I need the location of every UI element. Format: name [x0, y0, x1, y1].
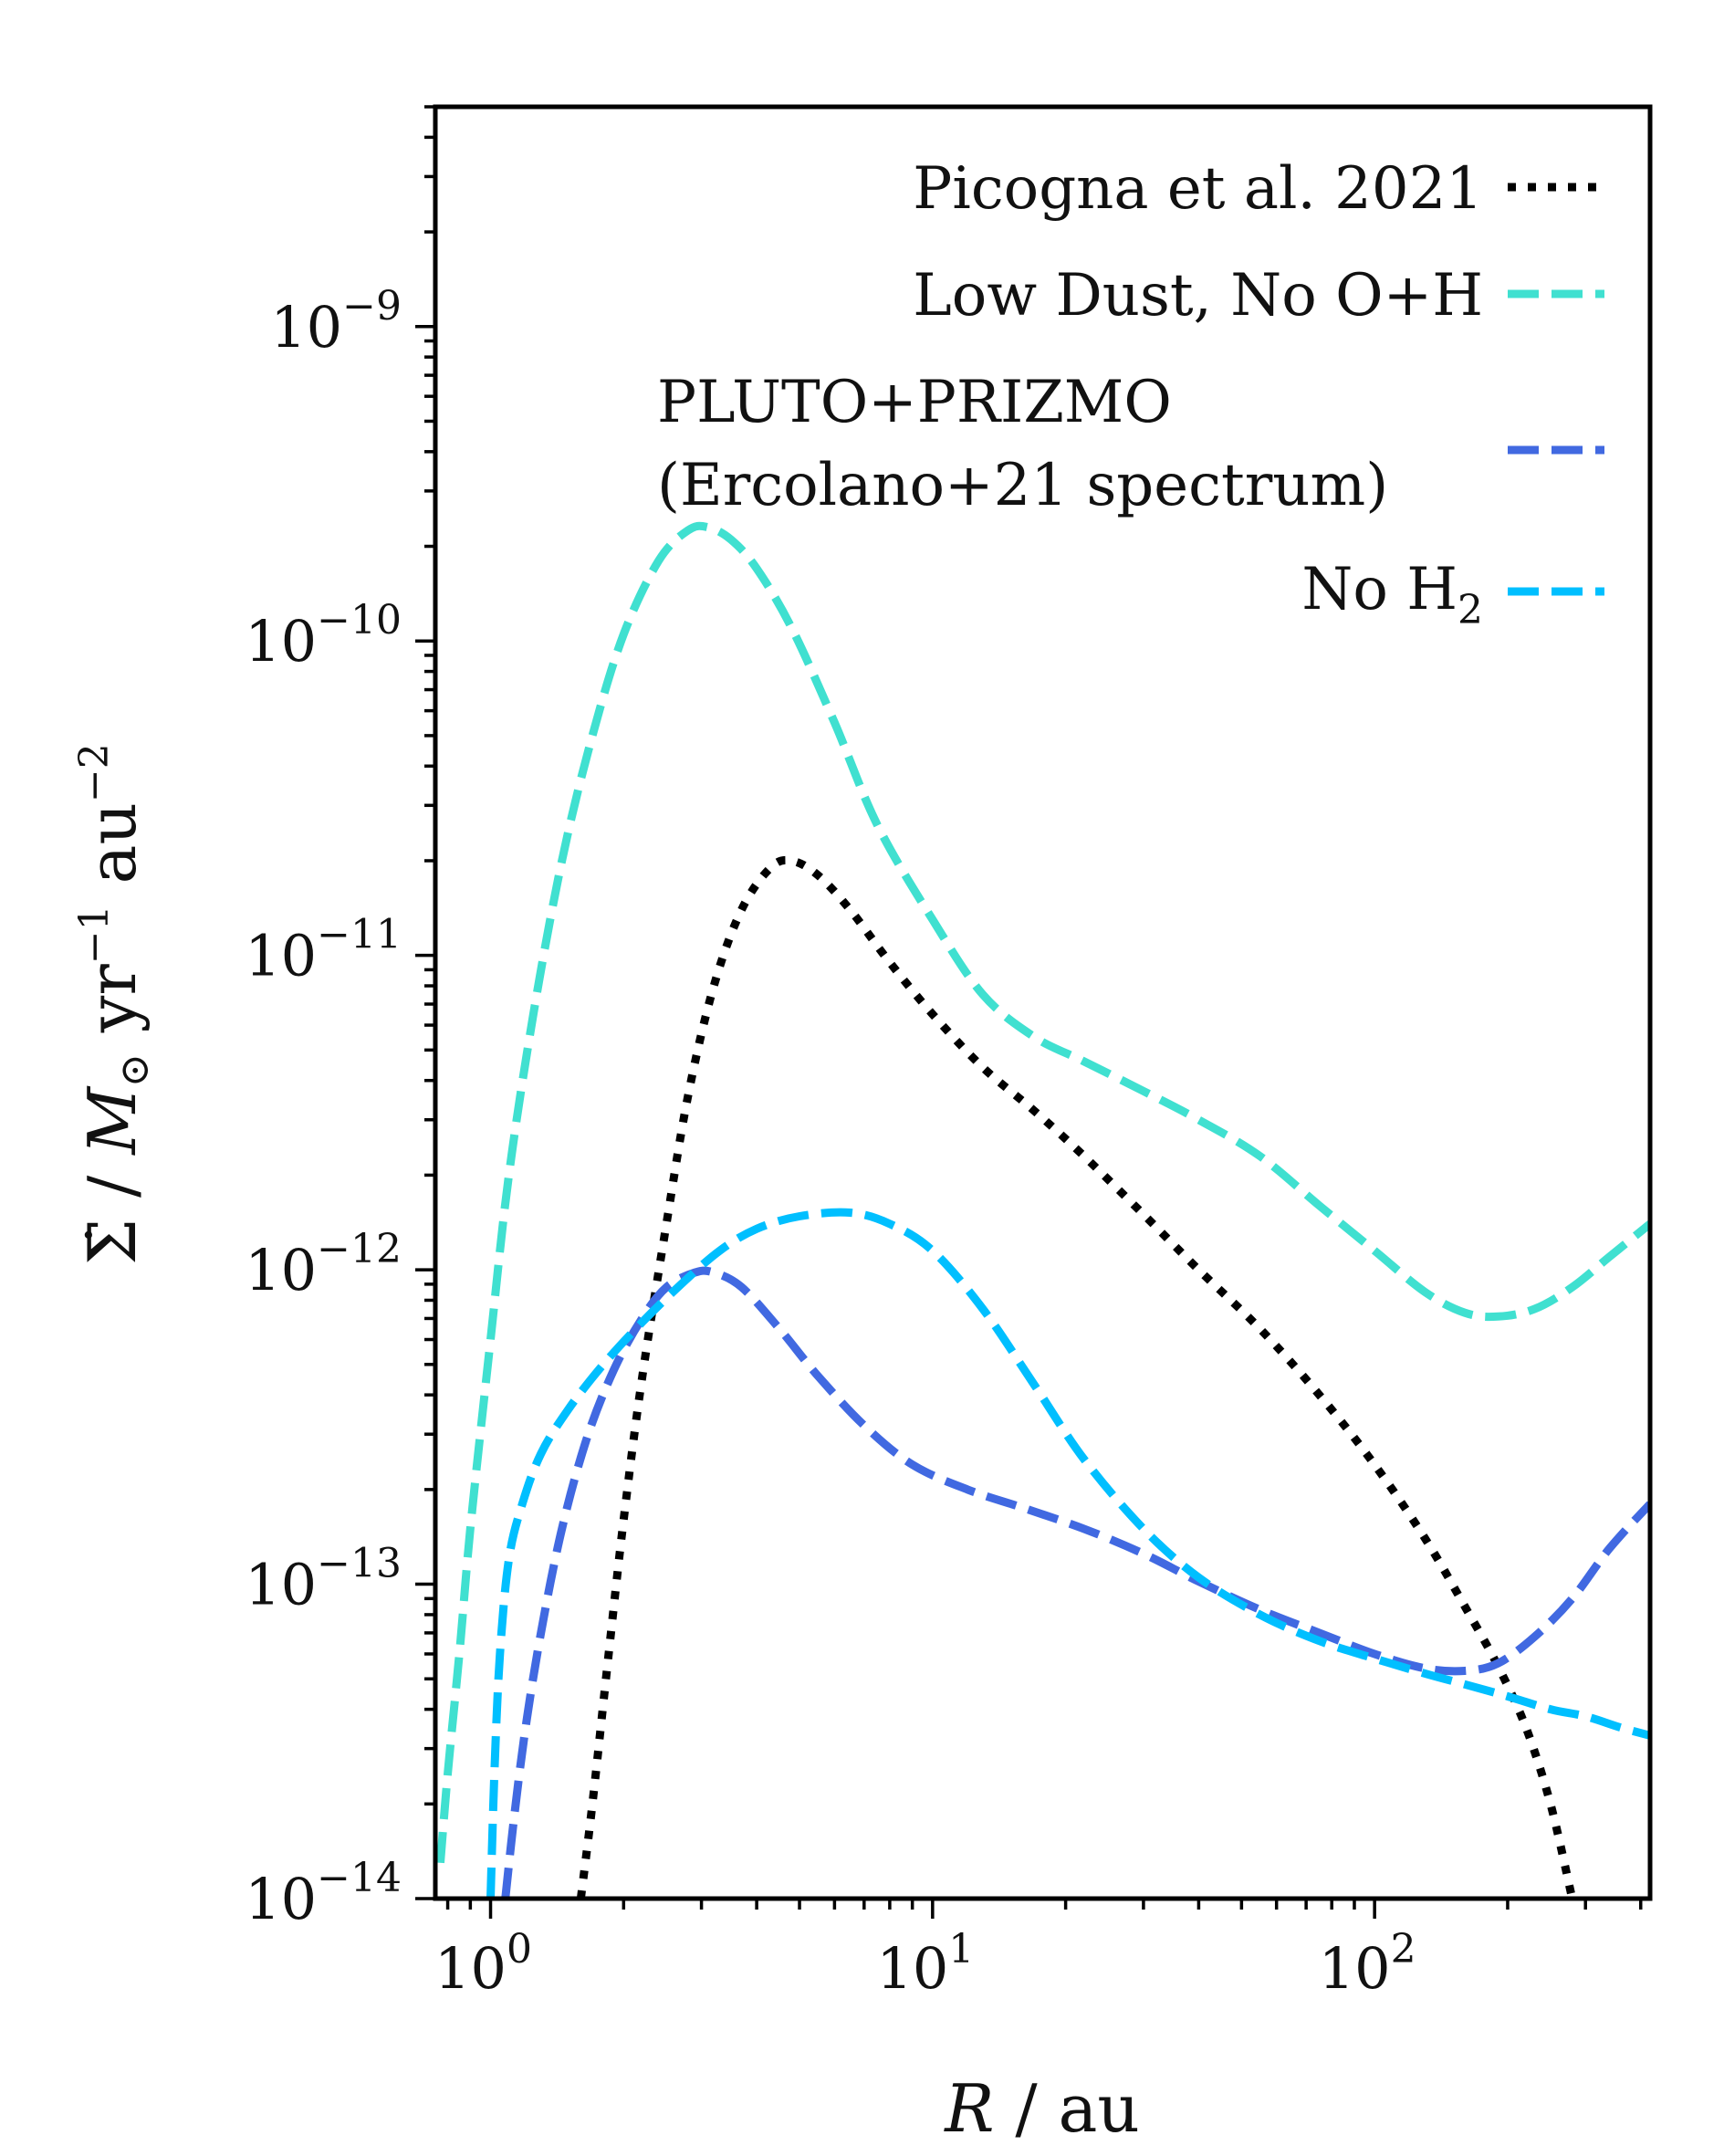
- series-line-pluto-prizmo: [501, 1266, 1650, 1899]
- x-tick-label-base: 10: [1319, 1935, 1391, 2002]
- x-tick-label: 101: [876, 1926, 974, 2002]
- legend-label-no-h2: No H2: [1301, 556, 1483, 633]
- y-tick-label-exp: −10: [317, 597, 402, 644]
- legend-label-no-h2-sub: 2: [1458, 587, 1483, 633]
- y-tick-label-exp: −13: [317, 1541, 402, 1587]
- x-tick-label-base: 10: [434, 1935, 507, 2002]
- x-axis-title-italic: R: [943, 2070, 994, 2147]
- y-tick-label-base: 10: [270, 294, 342, 361]
- y-axis-title-yr: yr: [74, 964, 151, 1054]
- y-tick-label: 10−10: [245, 597, 402, 675]
- y-axis-title-au-exp: −2: [71, 743, 118, 802]
- series-line-low-dust-no-o-h: [436, 521, 1650, 1864]
- y-axis-title-prefix: Σ̇ /: [74, 1155, 151, 1265]
- series-line-no-h: [486, 1208, 1650, 1899]
- y-tick-label: 10−9: [270, 283, 402, 361]
- plot-frame: [433, 104, 1653, 1901]
- y-tick-label-exp: −12: [317, 1226, 402, 1272]
- y-tick-label-exp: −11: [317, 912, 402, 958]
- y-tick-label-exp: −14: [317, 1855, 402, 1901]
- series-line-picogna-et-al-2021: [576, 855, 1577, 1899]
- legend-label-pluto-line2: (Ercolano+21 spectrum): [657, 452, 1388, 519]
- x-tick-label-exp: 0: [507, 1926, 532, 1973]
- x-tick-label-exp: 2: [1391, 1926, 1416, 1973]
- y-axis-title: Σ̇ / M⊙ yr−1 au−2: [71, 743, 158, 1264]
- legend-item-low-dust: Low Dust, No O+H: [913, 262, 1604, 330]
- y-tick-label-base: 10: [245, 1552, 317, 1618]
- legend-item-picogna: Picogna et al. 2021: [913, 155, 1604, 223]
- legend-item-pluto-prizmo: PLUTO+PRIZMO (Ercolano+21 spectrum): [657, 369, 1604, 519]
- y-tick-label-base: 10: [245, 608, 317, 675]
- y-tick-label: 10−13: [245, 1541, 402, 1618]
- legend-label-no-h2-text: No H: [1301, 556, 1458, 623]
- y-axis-title-au: au: [74, 802, 151, 905]
- x-tick-label: 100: [434, 1926, 532, 2002]
- legend-label-picogna: Picogna et al. 2021: [913, 155, 1483, 223]
- y-tick-label: 10−11: [245, 912, 402, 989]
- y-axis-title-mass: M: [74, 1085, 151, 1156]
- y-axis-title-mass-sub: ⊙: [111, 1053, 158, 1087]
- x-axis-title: R / au: [943, 2070, 1140, 2147]
- series-layer: [436, 521, 1650, 1899]
- x-tick-label-base: 10: [876, 1935, 948, 2002]
- y-tick-label: 10−14: [245, 1855, 402, 1932]
- legend-label-low-dust: Low Dust, No O+H: [913, 262, 1483, 330]
- y-tick-label-base: 10: [245, 1866, 317, 1932]
- x-axis-title-rest: / au: [994, 2070, 1139, 2147]
- y-tick-label-exp: −9: [342, 283, 402, 330]
- y-tick-label: 10−12: [245, 1226, 402, 1303]
- legend-label-pluto-line1: PLUTO+PRIZMO: [657, 369, 1172, 436]
- legend: Picogna et al. 2021 Low Dust, No O+H PLU…: [657, 155, 1604, 633]
- y-axis-title-yr-exp: −1: [71, 905, 118, 964]
- x-tick-label-exp: 1: [948, 1926, 974, 1973]
- legend-item-no-h2: No H2: [1301, 556, 1604, 633]
- x-tick-label: 102: [1319, 1926, 1416, 2002]
- y-tick-label-base: 10: [245, 923, 317, 989]
- y-tick-label-base: 10: [245, 1237, 317, 1303]
